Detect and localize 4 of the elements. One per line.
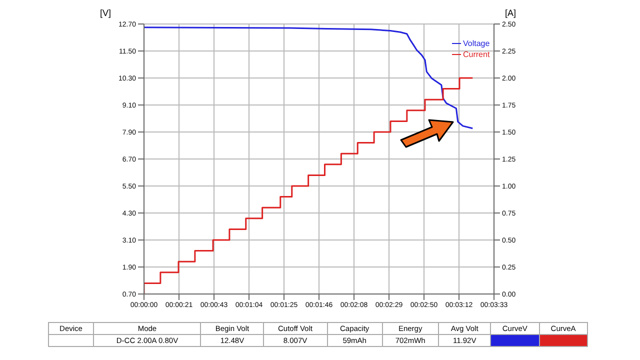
legend-label: Voltage xyxy=(463,38,490,49)
y2-axis-title: [A] xyxy=(505,8,516,18)
y-axis-title: [V] xyxy=(100,8,112,18)
legend-label: Current xyxy=(463,49,490,60)
